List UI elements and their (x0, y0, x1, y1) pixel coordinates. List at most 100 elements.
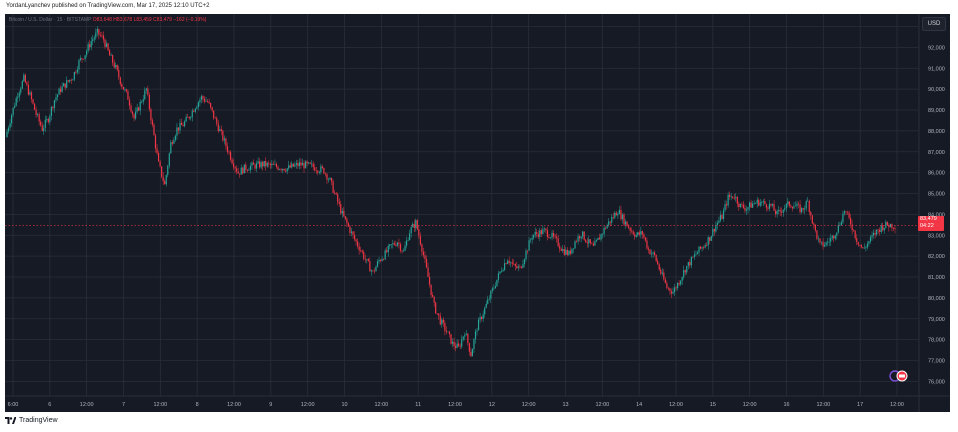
price-chart[interactable]: 93,00092,00091,00090,00089,00088,00087,0… (5, 14, 950, 412)
candle-body (761, 202, 763, 203)
candle-body (326, 173, 328, 180)
chart-panel[interactable]: 93,00092,00091,00090,00089,00088,00087,0… (5, 14, 950, 412)
candle-body (294, 164, 296, 167)
candle-body (629, 227, 631, 231)
candle-body (801, 208, 803, 213)
candle-body (513, 263, 515, 265)
candle-body (454, 346, 457, 348)
candle-body (211, 107, 213, 111)
candle-body (393, 243, 395, 245)
candle-body (459, 346, 461, 347)
candle-body (644, 237, 647, 241)
candle-body (295, 163, 297, 165)
candle-body (159, 161, 161, 167)
candle-body (741, 203, 743, 205)
candle-body (216, 118, 218, 124)
candle-body (448, 331, 451, 335)
candle-body (17, 96, 19, 99)
candle-body (868, 241, 870, 244)
candle-body (661, 272, 663, 274)
candle-body (730, 196, 732, 198)
candle-body (543, 228, 545, 230)
x-tick-label: 12:00 (890, 402, 904, 408)
candle-body (715, 224, 717, 232)
candle-body (591, 243, 593, 244)
candle-body (799, 204, 801, 213)
candle-body (127, 91, 129, 100)
candle-body (23, 74, 25, 82)
candle-body (118, 69, 120, 78)
candle-body (793, 206, 795, 209)
candle-body (416, 220, 418, 230)
candle-body (297, 163, 299, 166)
candle-body (802, 208, 804, 210)
candle-body (621, 214, 624, 220)
candle-body (724, 204, 726, 211)
candle-body (428, 276, 431, 285)
candle-body (744, 207, 746, 211)
candle-body (424, 255, 426, 259)
candle-body (608, 221, 610, 225)
candle-body (404, 245, 406, 251)
candle-body (675, 287, 677, 289)
candle-body (395, 244, 397, 246)
candle-body (696, 252, 699, 255)
candle-body (99, 34, 101, 36)
x-tick-label: 12:00 (522, 402, 536, 408)
symbol-legend[interactable]: Bitcoin / U.S. Dollar · 15 · BITSTAMP O8… (9, 17, 206, 23)
candle-body (87, 44, 89, 52)
candle-body (468, 343, 470, 352)
candle-body (601, 233, 604, 235)
candle-body (122, 86, 124, 90)
candle-body (528, 240, 530, 251)
candle-body (765, 204, 767, 208)
candle-body (517, 266, 519, 268)
candle-body (373, 270, 376, 272)
candle-body (102, 35, 105, 40)
candle-body (510, 262, 512, 263)
candle-body (882, 225, 884, 231)
candle-body (340, 203, 342, 214)
candle-body (764, 201, 766, 205)
candle-body (894, 228, 896, 229)
candle-body (384, 250, 386, 260)
candle-body (401, 250, 403, 252)
candle-body (869, 236, 872, 242)
candle-body (447, 331, 449, 333)
candle-body (217, 123, 219, 132)
candle-body (148, 94, 150, 110)
candle-body (508, 260, 510, 263)
candle-body (477, 319, 480, 331)
candle-body (496, 279, 498, 287)
candle-body (314, 167, 316, 171)
candle-body (736, 196, 738, 204)
candle-body (704, 245, 706, 248)
candle-body (580, 236, 582, 239)
candle-body (55, 97, 57, 101)
candle-body (484, 307, 486, 315)
candle-body (771, 204, 774, 206)
candle-body (234, 167, 236, 169)
candle-body (575, 241, 578, 242)
candle-body (341, 210, 343, 214)
candle-body (617, 213, 619, 216)
candle-body (519, 266, 521, 268)
candle-body (462, 336, 464, 340)
candle-body (620, 209, 622, 220)
candle-body (473, 339, 475, 350)
currency-button[interactable]: USD (922, 17, 946, 31)
candle-body (776, 210, 778, 215)
candle-body (430, 284, 432, 296)
y-tick-label: 91,000 (928, 66, 945, 72)
candle-body (141, 101, 143, 103)
candle-body (63, 83, 65, 87)
candle-body (254, 164, 256, 169)
candle-body (245, 164, 247, 171)
candle-body (595, 239, 598, 242)
candle-body (545, 228, 547, 231)
candle-body (432, 295, 434, 297)
candle-body (526, 250, 529, 252)
candle-body (579, 236, 581, 239)
candle-body (52, 107, 54, 109)
candle-body (768, 203, 771, 209)
